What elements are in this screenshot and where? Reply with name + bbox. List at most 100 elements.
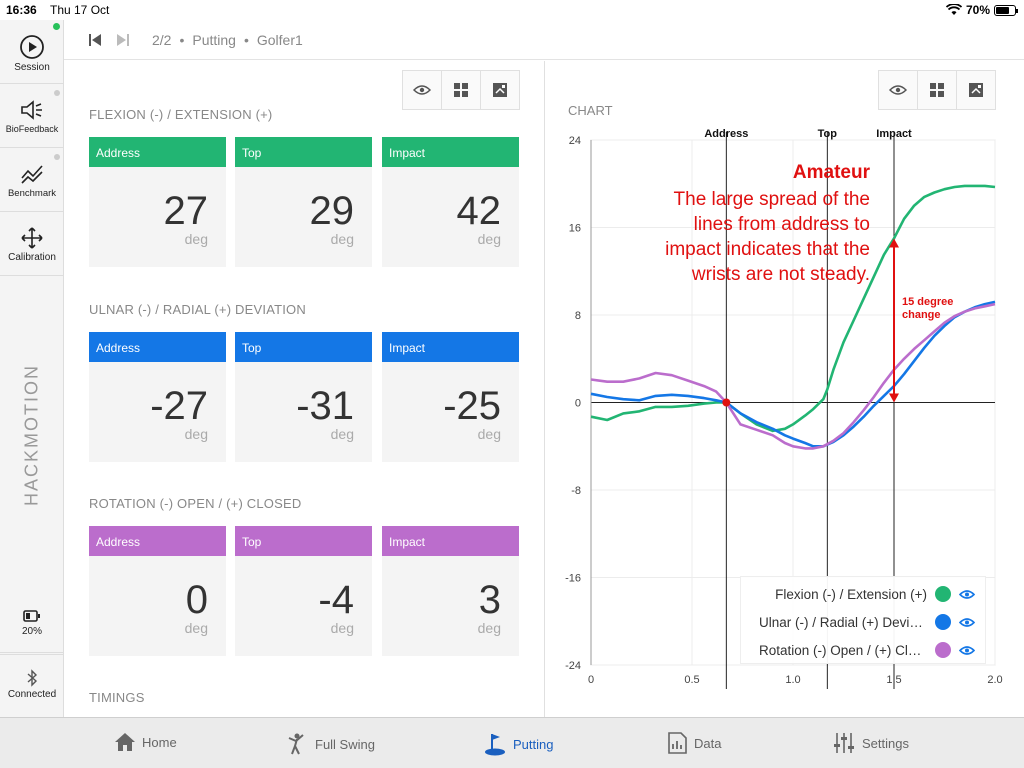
trend-icon bbox=[21, 165, 43, 184]
metric-card-rotation-top: Top -4 deg bbox=[235, 526, 372, 656]
x-tick-label: 2.0 bbox=[987, 674, 1002, 686]
eye-icon bbox=[413, 85, 431, 95]
card-unit: deg bbox=[330, 620, 354, 636]
series-line-1 bbox=[590, 184, 996, 433]
eye-icon[interactable] bbox=[959, 589, 975, 600]
metric-card-flexion-impact: Impact 42 deg bbox=[382, 137, 519, 267]
skip-previous-icon[interactable] bbox=[88, 32, 102, 48]
home-icon bbox=[115, 733, 135, 751]
eye-icon bbox=[889, 85, 907, 95]
skip-next-icon[interactable] bbox=[116, 32, 130, 48]
session-status-dot bbox=[53, 23, 60, 30]
y-tick-label: 8 bbox=[575, 310, 581, 322]
card-value: 29 bbox=[309, 189, 355, 233]
y-tick-label: -16 bbox=[565, 573, 581, 585]
chart-legend: Flexion (-) / Extension (+) Ulnar (-) / … bbox=[740, 576, 986, 664]
section-title-timings: TIMINGS bbox=[89, 690, 145, 705]
tab-data[interactable]: Data bbox=[666, 732, 721, 754]
sidebar-item-session[interactable]: Session bbox=[0, 20, 64, 84]
chart-expand-button[interactable] bbox=[956, 70, 996, 110]
card-value: -4 bbox=[318, 578, 354, 622]
wifi-icon bbox=[945, 4, 962, 15]
card-unit: deg bbox=[330, 231, 354, 247]
card-value: 27 bbox=[163, 189, 209, 233]
chart-series bbox=[590, 184, 996, 450]
tab-settings[interactable]: Settings bbox=[832, 732, 909, 754]
tab-full-swing[interactable]: Full Swing bbox=[285, 732, 375, 756]
legend-label: Rotation (-) Open / (+) Closed bbox=[759, 642, 927, 658]
event-marker-label: Top bbox=[818, 128, 838, 140]
visibility-button[interactable] bbox=[402, 70, 442, 110]
brand-text: HACKMOTION bbox=[21, 363, 42, 507]
card-label: Top bbox=[235, 332, 372, 362]
image-icon bbox=[969, 83, 983, 97]
arrow-label: 15 degree bbox=[902, 296, 953, 308]
card-label: Impact bbox=[382, 332, 519, 362]
legend-label: Ulnar (-) / Radial (+) Deviation bbox=[759, 614, 927, 630]
chart-visibility-button[interactable] bbox=[878, 70, 918, 110]
expand-button[interactable] bbox=[480, 70, 520, 110]
metric-card-flexion-top: Top 29 deg bbox=[235, 137, 372, 267]
move-arrows-icon bbox=[21, 227, 43, 249]
event-marker-label: Impact bbox=[876, 128, 912, 140]
x-tick-label: 1.0 bbox=[785, 674, 800, 686]
tab-bar: Home Full Swing Putting Data Settings bbox=[0, 717, 1024, 768]
image-icon bbox=[493, 83, 507, 97]
connection-status[interactable]: Connected bbox=[0, 654, 64, 717]
chart-title: CHART bbox=[568, 103, 613, 118]
series-line-3 bbox=[590, 302, 996, 450]
sidebar-item-label: Calibration bbox=[8, 252, 56, 263]
card-label: Impact bbox=[382, 137, 519, 167]
metrics-panel: FLEXION (-) / EXTENSION (+) Address 27 d… bbox=[64, 61, 544, 717]
chart-grid-view-button[interactable] bbox=[917, 70, 957, 110]
sidebar-item-biofeedback[interactable]: BioFeedback bbox=[0, 84, 64, 148]
card-value: 42 bbox=[456, 189, 502, 233]
card-label: Address bbox=[89, 526, 226, 556]
eye-icon[interactable] bbox=[959, 645, 975, 656]
player-name: Golfer1 bbox=[256, 32, 303, 48]
status-battery-text: 70% bbox=[965, 3, 990, 17]
connection-text: Connected bbox=[7, 689, 57, 700]
sensor-battery: 20% bbox=[0, 600, 64, 653]
event-marker-label: Address bbox=[704, 128, 748, 140]
sensor-battery-text: 20% bbox=[21, 626, 42, 637]
metric-card-rotation-impact: Impact 3 deg bbox=[382, 526, 519, 656]
eye-icon[interactable] bbox=[959, 617, 975, 628]
card-unit: deg bbox=[184, 231, 208, 247]
tab-label: Data bbox=[694, 735, 722, 751]
header: 2/2 • Putting • Golfer1 bbox=[64, 20, 1024, 60]
card-label: Top bbox=[235, 137, 372, 167]
section-title-ulnar: ULNAR (-) / RADIAL (+) DEVIATION bbox=[89, 302, 306, 317]
chart-annotation: Amateur The large spread of the lines fr… bbox=[665, 162, 953, 403]
metrics-toolbar bbox=[402, 70, 520, 110]
status-bar: 16:36 Thu 17 Oct 70% bbox=[0, 0, 1024, 20]
tab-home[interactable]: Home bbox=[114, 732, 177, 752]
legend-item-flexion[interactable]: Flexion (-) / Extension (+) bbox=[775, 583, 975, 605]
section-title-rotation: ROTATION (-) OPEN / (+) CLOSED bbox=[89, 496, 302, 511]
card-value: -25 bbox=[443, 384, 501, 428]
metric-card-ulnar-top: Top -31 deg bbox=[235, 332, 372, 462]
card-label: Address bbox=[89, 332, 226, 362]
card-unit: deg bbox=[477, 620, 501, 636]
battery-icon bbox=[994, 4, 1018, 16]
tab-putting[interactable]: Putting bbox=[483, 732, 553, 756]
status-date: Thu 17 Oct bbox=[50, 3, 110, 17]
card-label: Address bbox=[89, 137, 226, 167]
golfer-icon bbox=[288, 733, 304, 755]
card-value: 3 bbox=[478, 578, 501, 622]
card-unit: deg bbox=[477, 231, 501, 247]
sidebar-item-calibration[interactable]: Calibration bbox=[0, 212, 64, 276]
y-tick-label: -8 bbox=[571, 485, 581, 497]
legend-item-ulnar[interactable]: Ulnar (-) / Radial (+) Deviation bbox=[759, 611, 975, 633]
address-point bbox=[722, 398, 731, 407]
legend-item-rotation[interactable]: Rotation (-) Open / (+) Closed bbox=[759, 639, 975, 661]
putting-icon bbox=[485, 734, 505, 756]
grid-icon bbox=[454, 83, 468, 97]
metric-card-flexion-address: Address 27 deg bbox=[89, 137, 226, 267]
swing-navigation bbox=[88, 32, 130, 48]
legend-swatch bbox=[935, 642, 951, 658]
grid-view-button[interactable] bbox=[441, 70, 481, 110]
bluetooth-icon bbox=[27, 669, 38, 687]
sidebar-item-benchmark[interactable]: Benchmark bbox=[0, 148, 64, 212]
